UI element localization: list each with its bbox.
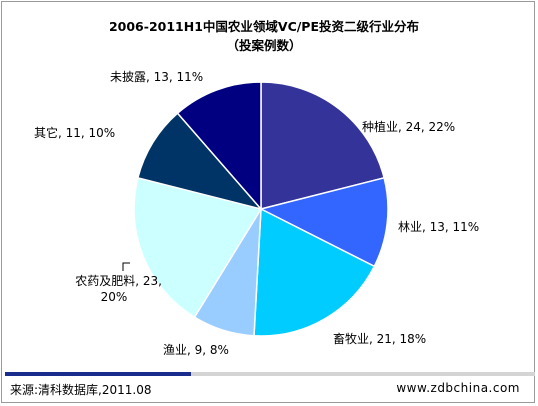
footer-divider-accent [5,372,191,376]
slice-label-animal-husbandry: 畜牧业, 21, 18% [333,331,426,346]
source-note: 来源:清科数据库,2011.08 [10,383,152,397]
pie-slice-4 [133,176,263,319]
pie-chart: 2006-2011H1中国农业领域VC/PE投资二级行业分布 （投案例数） 种植… [34,19,479,357]
slice-label-fishery: 渔业, 9, 8% [163,343,229,357]
pie-slice-6 [176,81,262,212]
slice-label-planting: 种植业, 24, 22% [362,119,455,134]
chart-subtitle: （投案例数） [226,38,301,53]
slice-label-forestry: 林业, 13, 11% [398,220,479,234]
footer-divider [5,372,535,376]
chart-title: 2006-2011H1中国农业领域VC/PE投资二级行业分布 [109,19,420,34]
pie-slice-0 [260,81,386,210]
slice-label-undisclosed: 未披露, 13, 11% [110,70,203,84]
slice-label-other: 其它, 11, 10% [34,125,115,140]
slice-label-pesticide-fertilizer: 农药及肥料, 23, [75,274,162,288]
leader-line [122,262,130,271]
site-url: www.zdbchina.com [396,381,520,395]
pie-slice-5 [136,112,264,211]
slice-label-pesticide-fertilizer-percent: 20% [101,290,128,304]
pie-slice-1 [258,176,389,268]
pie-slice-2 [253,207,376,337]
